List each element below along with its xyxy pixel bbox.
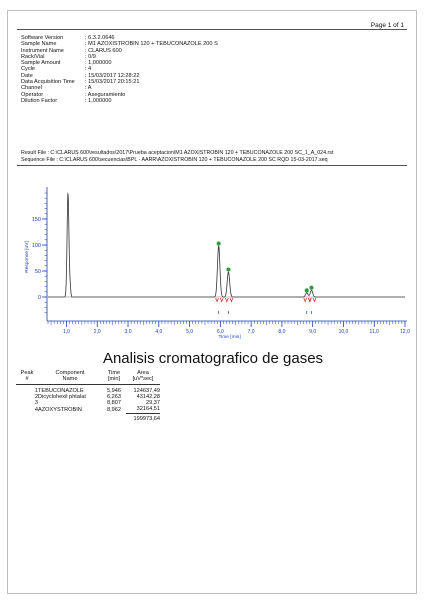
peak-area-cell: 43142,28 xyxy=(136,394,160,401)
meta-row: Sample Name : M1 AZOXISTROBIN 120 + TEBUC… xyxy=(21,41,218,47)
report-page: Page 1 of 1 Software Version : 6.3.2.0646… xyxy=(7,10,417,594)
peak-row: 3 8,807 29,37 xyxy=(16,400,160,406)
peak-peak-cell: 1 xyxy=(34,387,38,394)
peak-apex-marker xyxy=(304,288,309,293)
peak-start-marker xyxy=(215,297,219,303)
peak-time-cell: 8,807 xyxy=(107,400,121,407)
header-rule xyxy=(17,29,407,30)
chromatogram-trace xyxy=(48,192,405,298)
page-number: Page 1 of 1 xyxy=(370,22,404,29)
meta-label: Sample Amount xyxy=(21,60,61,67)
x-tick-label: 3,0 xyxy=(125,329,132,335)
peak-end-marker xyxy=(219,297,224,303)
peak-apex-marker xyxy=(216,241,221,246)
meta-label: Sample Name xyxy=(21,41,57,48)
sequence-file: Sequence File : C:\CLARUS 600\secuencias… xyxy=(21,156,328,163)
time-header: Time [min] xyxy=(102,370,126,385)
area-header: Area [uV*sec] xyxy=(126,370,160,385)
meta-row: Rack/Vial : 0/9 xyxy=(21,54,218,60)
meta-row: Dilution Factor : 1,000000 xyxy=(21,98,218,104)
meta-value: : 6.3.2.0646 xyxy=(85,35,115,41)
x-tick-label: 12,0 xyxy=(400,329,410,335)
files-rule xyxy=(17,165,407,166)
result-file: Result File : C:\CLARUS 600\resultados\2… xyxy=(21,150,334,156)
peak-apex-marker xyxy=(309,285,314,290)
meta-label: Date xyxy=(21,72,33,79)
peak-end-marker xyxy=(229,297,234,303)
meta-row: Software Version : 6.3.2.0646 xyxy=(21,35,218,41)
peak-time-cell: 8,962 xyxy=(107,406,121,413)
x-tick-label: 10,0 xyxy=(339,329,349,335)
meta-value: : 15/03/2017 12:28:22 xyxy=(85,72,140,79)
peak-area-cell: 29,37 xyxy=(146,400,160,407)
y-axis-label: Response [uV] xyxy=(24,241,30,272)
x-tick-label: 11,0 xyxy=(370,329,380,335)
meta-label: Cycle xyxy=(21,66,35,73)
meta-value: : 4 xyxy=(85,66,92,73)
meta-label: Software Version xyxy=(21,35,64,41)
meta-value: : M1 AZOXISTROBIN 120 + TEBUCONAZOLE 200… xyxy=(85,41,218,48)
meta-label: Instrument Name xyxy=(21,47,64,54)
report-title: Analisis cromatografico de gases xyxy=(102,350,324,367)
x-tick-label: 5,0 xyxy=(186,329,193,335)
peak-start-marker xyxy=(303,297,307,303)
x-tick-label: 4,0 xyxy=(155,329,162,335)
chromatogram: 0 50 100 150 Response [uV] 1,0 2,0 3,0 4,0 5,0 6,0… xyxy=(24,187,410,340)
y-tick-label: 0 xyxy=(38,295,41,301)
file-info: Result File : C:\CLARUS 600\resultados\2… xyxy=(21,150,333,163)
y-tick-label: 100 xyxy=(32,243,41,249)
meta-row: Cycle : 4 xyxy=(21,66,218,72)
meta-label: Rack/Vial xyxy=(21,53,45,60)
peak-area-cell: 124637,49 xyxy=(133,387,160,394)
peak-end-marker xyxy=(312,297,317,303)
meta-value: : CLARUS 600 xyxy=(85,47,122,54)
peak-table: Peak # Component Name Time [min] Area [uV*se… xyxy=(16,370,160,422)
peak-row: 2 Dicyclohexil phtalat 6,263 43142,28 xyxy=(16,394,160,400)
meta-value: : 15/03/2017 20:15:21 xyxy=(85,79,140,86)
meta-row: Channel : A xyxy=(21,85,218,91)
x-tick-label: 9,0 xyxy=(309,329,316,335)
meta-label: Channel xyxy=(21,85,42,92)
x-axis-label: Time [min] xyxy=(218,334,240,340)
meta-value: : 1,000000 xyxy=(85,97,112,104)
peak-area-cell: 32164,51 xyxy=(136,406,160,413)
meta-row: Instrument Name : CLARUS 600 xyxy=(21,48,218,54)
peak-component-cell: AZOXYSTROBIN xyxy=(38,406,82,413)
x-tick-label: 2,0 xyxy=(94,329,101,335)
meta-row: Operator : Aseguramiento xyxy=(21,92,218,98)
peak-start-marker xyxy=(225,297,229,303)
meta-value: : Aseguramiento xyxy=(85,91,126,98)
meta-value: : A xyxy=(85,85,92,92)
peak-row: 4 AZOXYSTROBIN 8,962 32164,51 xyxy=(16,406,160,413)
peak-peak-cell: 3 xyxy=(34,400,38,407)
meta-label: Dilution Factor xyxy=(21,97,58,104)
meta-label: Operator xyxy=(21,91,44,98)
peak-start-marker xyxy=(308,297,312,303)
meta-row: Sample Amount : 1,000000 xyxy=(21,60,218,66)
x-tick-label: 6,0 xyxy=(217,329,224,335)
meta-row: Date : 15/03/2017 12:28:22 xyxy=(21,73,218,79)
peak-peak-cell: 2 xyxy=(34,394,38,401)
y-tick-label: 50 xyxy=(35,269,41,275)
meta-row: Data Acquisition Time : 15/03/2017 20:15:… xyxy=(21,79,218,85)
meta-label: Data Acquisition Time xyxy=(21,79,75,86)
peak-peak-cell: 4 xyxy=(34,406,38,413)
peak-apex-marker xyxy=(226,267,231,272)
peak-time-cell: 5,946 xyxy=(107,387,121,394)
meta-value: : 1,000000 xyxy=(85,60,112,67)
x-tick-label: 8,0 xyxy=(278,329,285,335)
component-header: Component Name xyxy=(38,370,102,385)
x-tick-label: 1,0 xyxy=(63,329,70,335)
y-tick-label: 150 xyxy=(32,217,41,223)
peak-header: Peak # xyxy=(16,370,38,385)
peak-row: 1 TEBUCONAZOLE 5,946 124637,49 xyxy=(16,388,160,394)
peak-component-cell: Dicyclohexil phtalat xyxy=(38,394,86,401)
meta-value: : 0/9 xyxy=(85,53,96,60)
area-total: 199973,64 xyxy=(126,412,160,422)
peak-time-cell: 6,263 xyxy=(107,394,121,401)
x-tick-label: 7,0 xyxy=(248,329,255,335)
peak-component-cell: TEBUCONAZOLE xyxy=(38,387,84,394)
sample-info: Software Version : 6.3.2.0646 Sample Name:… xyxy=(21,35,218,104)
